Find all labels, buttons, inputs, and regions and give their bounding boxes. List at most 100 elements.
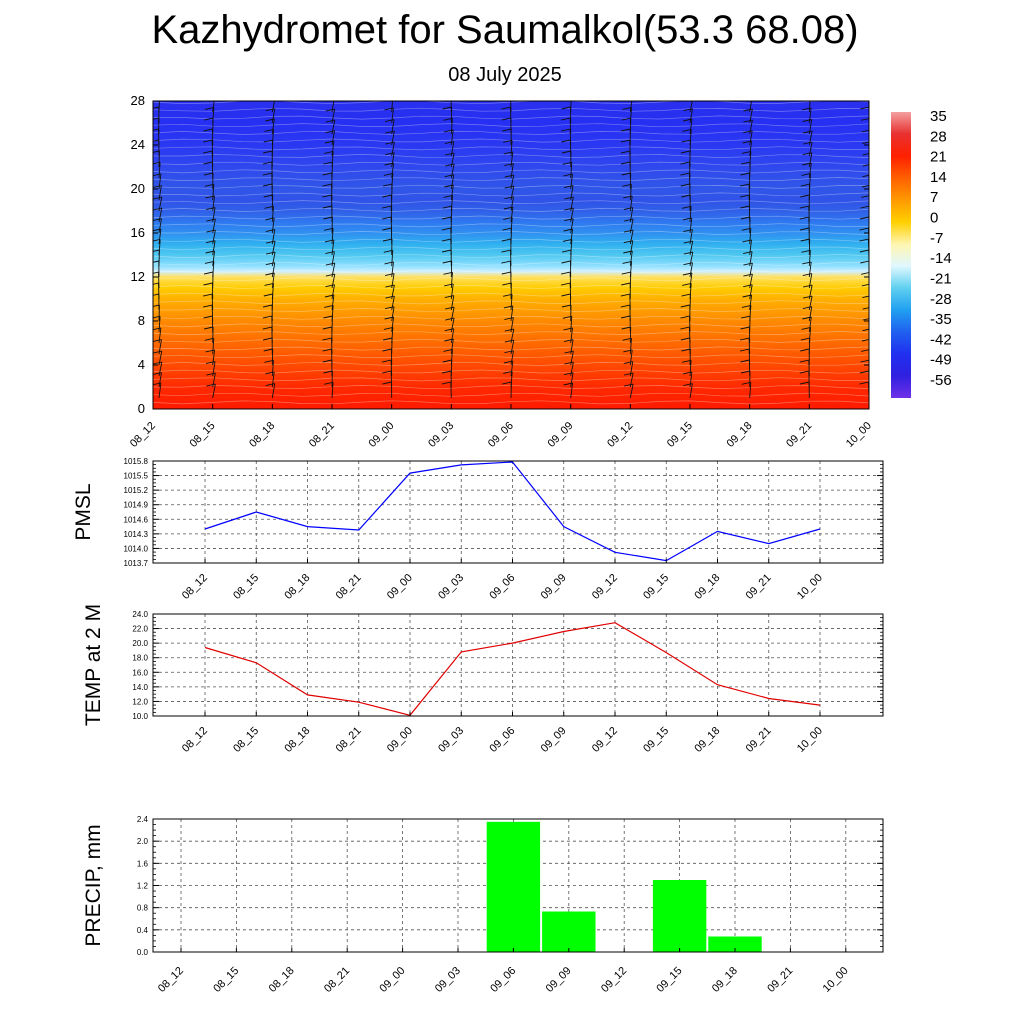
colorbar-label: 21 — [930, 149, 947, 166]
x-tick-label: 09_03 — [426, 420, 456, 450]
wind-barb-flag — [204, 271, 214, 275]
precip-bar — [708, 936, 762, 952]
wind-barb — [749, 382, 752, 399]
x-tick-label: 09_21 — [744, 725, 774, 755]
wind-barb — [629, 230, 634, 245]
wind-barb-flag — [445, 152, 455, 156]
wind-barb-flag — [860, 106, 869, 110]
wind-barb-flag — [204, 326, 214, 330]
wind-barb-flag — [622, 260, 632, 264]
wind-barb — [629, 184, 632, 201]
wind-barb — [629, 107, 633, 124]
wind-barb — [749, 274, 753, 289]
wind-barb-flag — [322, 337, 332, 341]
colorbar-label: -49 — [930, 352, 952, 369]
wind-barb — [510, 317, 514, 333]
x-tick-label: 08_18 — [267, 965, 297, 995]
y-tick-label: 1013.7 — [124, 559, 149, 568]
y-tick-label: 24.0 — [132, 610, 148, 619]
wind-barb — [689, 206, 692, 223]
x-tick-label: 09_12 — [599, 965, 629, 995]
wind-barb — [212, 349, 216, 366]
wind-barb-flag — [504, 317, 514, 321]
y-tick-label: 1014.3 — [124, 530, 149, 539]
wind-barb-flag — [153, 350, 162, 354]
wind-barb — [331, 284, 335, 300]
wind-barb-flag — [203, 150, 213, 154]
chart-title: Kazhydromet for Saumalkol(53.3 68.08) — [151, 8, 859, 52]
wind-barb — [629, 361, 634, 377]
wind-barb-flag — [623, 97, 632, 99]
wind-barb — [450, 164, 455, 179]
wind-barb — [158, 327, 162, 344]
wind-barb-flag — [683, 240, 693, 244]
wind-barb — [331, 140, 335, 157]
wind-barb — [450, 349, 453, 366]
wind-barb-flag — [680, 315, 690, 319]
wind-barb-flag — [382, 370, 392, 374]
wind-barb-flag — [442, 370, 452, 374]
x-tick-label: 09_09 — [545, 420, 575, 450]
wind-barb — [570, 339, 574, 355]
wind-barb-flag — [445, 163, 455, 167]
wind-barb — [391, 101, 393, 113]
wind-barb — [749, 228, 752, 245]
wind-barb-flag — [151, 96, 160, 98]
wind-barb — [450, 295, 455, 311]
wind-barb — [271, 252, 276, 267]
wind-barb — [629, 195, 633, 212]
wind-barb-flag — [324, 150, 334, 154]
x-tick-label: 09_18 — [724, 420, 754, 450]
wind-barb-flag — [801, 249, 811, 253]
wind-barb — [570, 327, 573, 344]
x-tick-label: 08_15 — [187, 420, 217, 450]
wind-barb — [158, 197, 163, 212]
wind-barb-flag — [683, 251, 693, 255]
wind-barb-flag — [502, 96, 511, 98]
wind-barb — [271, 101, 275, 113]
wind-barb-flag — [443, 348, 453, 352]
x-tick-label: 10_00 — [844, 420, 874, 450]
wind-barb — [808, 130, 813, 146]
wind-barb-flag — [504, 185, 514, 189]
wind-barb — [629, 261, 633, 278]
wind-barb — [570, 185, 574, 201]
x-tick-label: 09_18 — [692, 725, 722, 755]
wind-barb — [271, 371, 275, 388]
wind-barb — [212, 230, 216, 245]
wind-barb-flag — [621, 282, 631, 286]
wind-barb — [749, 305, 752, 322]
wind-barb — [510, 294, 513, 311]
wind-barb — [629, 338, 632, 355]
wind-barb — [211, 140, 214, 157]
x-tick-label: 09_21 — [784, 420, 814, 450]
wind-barb — [749, 140, 753, 157]
wind-barb-flag — [620, 150, 630, 154]
wind-barb — [450, 272, 453, 289]
x-tick-label: 08_21 — [322, 965, 352, 995]
wind-barb — [391, 250, 394, 267]
panel-frame — [152, 460, 884, 564]
wind-barb — [391, 107, 394, 124]
wind-barb — [331, 239, 335, 256]
wind-barb — [570, 239, 573, 256]
wind-barb — [569, 118, 572, 135]
wind-barb-flag — [503, 216, 513, 220]
y-tick-label: 1014.0 — [124, 544, 149, 553]
wind-barb-flag — [682, 128, 692, 132]
wind-barb-flag — [683, 229, 693, 233]
wind-barb — [158, 208, 163, 223]
wind-barb — [749, 120, 753, 135]
wind-barb-flag — [204, 106, 214, 110]
wind-barb-flag — [153, 150, 160, 153]
wind-barb-flag — [445, 317, 455, 321]
wind-barb — [391, 142, 395, 157]
x-tick-label: 09_06 — [486, 420, 516, 450]
wind-barb — [689, 272, 693, 289]
wind-barb — [808, 250, 811, 267]
wind-barb-flag — [741, 227, 751, 231]
wind-barb — [689, 262, 693, 278]
x-tick-label: 09_12 — [590, 572, 620, 602]
wind-barb-flag — [264, 128, 274, 132]
